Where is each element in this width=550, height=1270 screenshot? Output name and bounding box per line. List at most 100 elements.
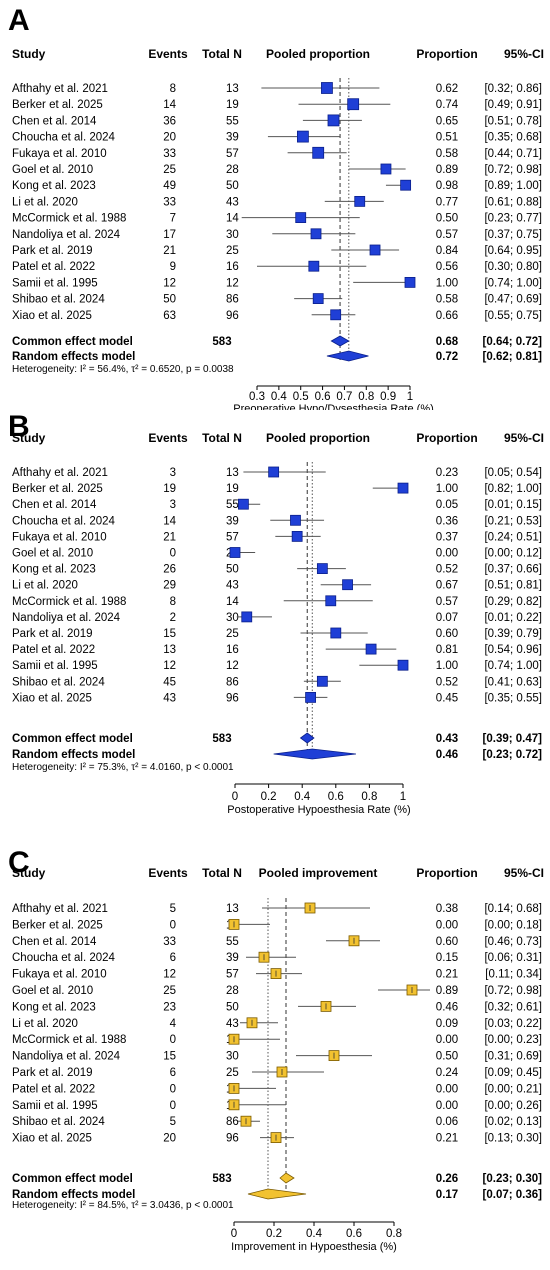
study-events: 23 [163, 1001, 176, 1013]
x-tick-label: 0.6 [315, 391, 331, 403]
study-name: Afthahy et al. 2021 [12, 467, 108, 479]
study-square [354, 195, 366, 207]
study-ci: [0.05; 0.54] [484, 467, 542, 479]
study-ci: [0.30; 0.80] [484, 261, 542, 273]
header-proportion: Proportion [416, 47, 477, 61]
study-proportion: 0.00 [436, 1083, 458, 1095]
study-events: 9 [170, 261, 176, 273]
study-proportion: 0.45 [436, 692, 458, 704]
common-ci: [0.39; 0.47] [483, 733, 543, 745]
forest-plot-svg: A Study Events Total N Pooled proportion Prop… [8, 4, 544, 410]
study-total: 16 [226, 644, 239, 656]
study-proportion: 0.67 [436, 580, 458, 592]
study-name: Chen et al. 2014 [12, 115, 97, 127]
study-ci: [0.01; 0.15] [484, 499, 542, 511]
x-tick-label: 1 [407, 391, 413, 403]
study-name: Fukaya et al. 2010 [12, 969, 107, 981]
study-ci: [0.47; 0.69] [484, 294, 542, 306]
study-events: 45 [163, 676, 176, 688]
study-ci: [0.35; 0.68] [484, 132, 542, 144]
heterogeneity-text: Heterogeneity: I² = 75.3%, τ² = 4.0160, … [12, 762, 234, 773]
study-events: 2 [170, 612, 176, 624]
study-ci: [0.74; 1.00] [484, 660, 542, 672]
random-label: Random effects model [12, 1189, 135, 1201]
study-name: Xiao et al. 2025 [12, 1133, 92, 1145]
study-proportion: 1.00 [436, 660, 458, 672]
study-name: Choucha et al. 2024 [12, 132, 116, 144]
random-proportion: 0.72 [436, 351, 458, 363]
study-square [325, 595, 337, 607]
study-total: 14 [226, 596, 239, 608]
study-proportion: 0.60 [436, 628, 458, 640]
common-ci: [0.64; 0.72] [483, 336, 543, 348]
study-name: Kong et al. 2023 [12, 1001, 96, 1013]
study-total: 96 [226, 310, 239, 322]
study-name: McCormick et al. 1988 [12, 1034, 126, 1046]
study-square [330, 309, 342, 321]
study-name: Kong et al. 2023 [12, 564, 96, 576]
study-square [296, 130, 309, 143]
x-axis-label: Postoperative Hypoesthesia Rate (%) [227, 804, 410, 816]
study-square [305, 691, 317, 703]
study-name: Samii et al. 1995 [12, 1100, 98, 1112]
study-events: 63 [163, 310, 176, 322]
study-proportion: 0.74 [436, 99, 459, 111]
study-total: 25 [226, 245, 239, 257]
common-diamond [330, 335, 350, 347]
common-label: Common effect model [12, 336, 133, 348]
study-name: Samii et al. 1995 [12, 277, 98, 289]
common-proportion: 0.26 [436, 1173, 458, 1185]
study-name: Patel et al. 2022 [12, 1083, 95, 1095]
study-name: Afthahy et al. 2021 [12, 903, 108, 915]
study-total: 13 [226, 467, 239, 479]
study-name: Xiao et al. 2025 [12, 692, 92, 704]
study-events: 43 [163, 692, 176, 704]
study-proportion: 0.15 [436, 952, 458, 964]
study-square [397, 482, 409, 494]
study-name: Patel et al. 2022 [12, 644, 95, 656]
study-proportion: 0.56 [436, 261, 458, 273]
study-name: Fukaya et al. 2010 [12, 531, 107, 543]
study-ci: [0.82; 1.00] [484, 483, 542, 495]
study-events: 21 [163, 531, 176, 543]
study-square [404, 276, 416, 288]
study-events: 0 [170, 1083, 176, 1095]
heterogeneity-text: Heterogeneity: I² = 56.4%, τ² = 0.6520, … [12, 364, 234, 375]
study-events: 6 [170, 952, 176, 964]
study-proportion: 0.50 [436, 1051, 458, 1063]
study-name: Goel et al. 2010 [12, 985, 93, 997]
study-name: Goel et al. 2010 [12, 164, 93, 176]
study-events: 7 [170, 213, 176, 225]
study-total: 50 [226, 564, 239, 576]
study-name: Li et al. 2020 [12, 580, 78, 592]
study-total: 43 [226, 1018, 239, 1030]
study-ci: [0.49; 0.91] [484, 99, 542, 111]
x-tick-label: 0 [232, 791, 238, 803]
study-name: Afthahy et al. 2021 [12, 83, 108, 95]
study-proportion: 0.89 [436, 985, 458, 997]
x-tick-label: 0.3 [249, 391, 265, 403]
study-ci: [0.37; 0.75] [484, 229, 542, 241]
study-total: 96 [226, 1133, 239, 1145]
study-events: 21 [163, 245, 176, 257]
study-events: 12 [163, 969, 176, 981]
x-tick-label: 0.6 [346, 1228, 362, 1240]
x-axis-label: Improvement in Hypoesthesia (%) [231, 1241, 397, 1253]
study-name: McCormick et al. 1988 [12, 596, 126, 608]
study-name: Shibao et al. 2024 [12, 676, 105, 688]
study-proportion: 0.24 [436, 1067, 459, 1079]
study-proportion: 0.81 [436, 644, 458, 656]
study-events: 50 [163, 294, 176, 306]
study-ci: [0.72; 0.98] [484, 985, 542, 997]
study-total: 28 [226, 985, 239, 997]
study-name: Park et al. 2019 [12, 628, 93, 640]
common-label: Common effect model [12, 733, 133, 745]
random-ci: [0.07; 0.36] [483, 1189, 543, 1201]
study-ci: [0.24; 0.51] [484, 531, 542, 543]
study-proportion: 0.60 [436, 936, 458, 948]
study-name: Xiao et al. 2025 [12, 310, 92, 322]
study-square [308, 260, 320, 272]
header-total: Total N [202, 866, 242, 880]
study-ci: [0.09; 0.45] [484, 1067, 542, 1079]
